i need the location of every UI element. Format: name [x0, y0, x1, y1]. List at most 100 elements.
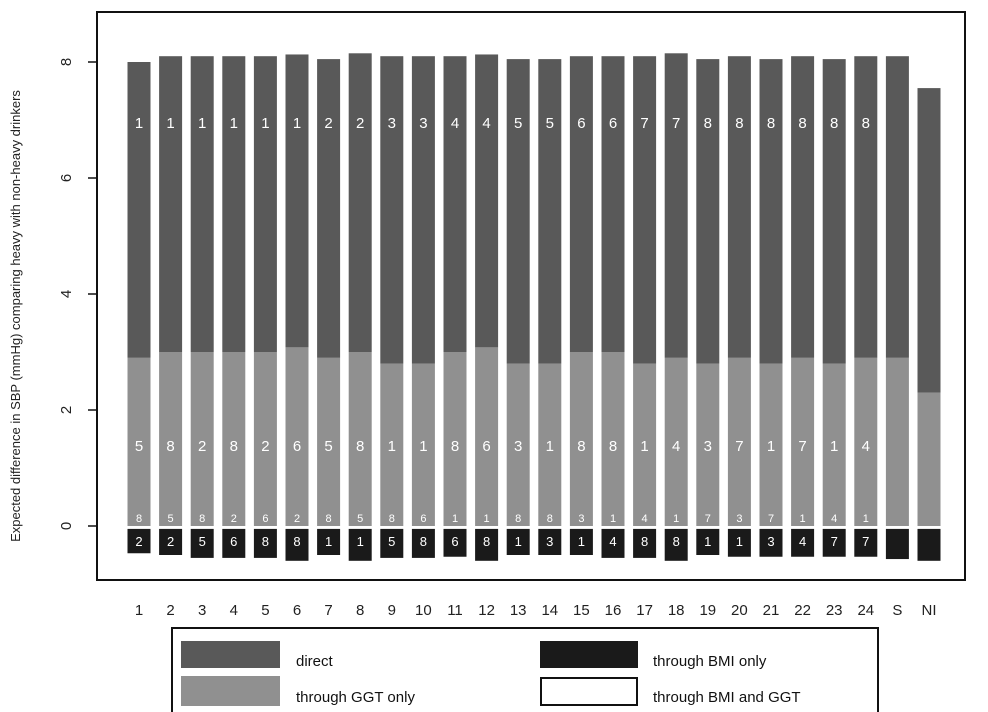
label-ggt-base-15: 3: [578, 513, 584, 525]
label-ggt-base-19: 7: [705, 513, 711, 525]
label-ggt-base-6: 2: [294, 513, 300, 525]
label-ggt-2: 8: [166, 438, 174, 455]
label-ggt-base-5: 6: [262, 513, 268, 525]
label-ggt-19: 3: [704, 438, 712, 455]
bar-segment-bmi-ggt-3: [190, 526, 214, 529]
label-bmi-6: 8: [293, 534, 300, 549]
label-ggt-9: 1: [388, 438, 396, 455]
label-direct-18: 7: [672, 115, 680, 132]
label-direct-13: 5: [514, 115, 522, 132]
y-axis-label: Expected difference in SBP (mmHg) compar…: [8, 90, 23, 542]
legend-label-direct: direct: [296, 653, 334, 670]
bar-segment-ggt-10: [411, 363, 435, 526]
bar-segment-bmi-ggt-NI: [917, 526, 941, 529]
label-direct-8: 2: [356, 115, 364, 132]
bar-segment-ggt-19: [696, 363, 720, 526]
legend-swatch-ggt-only: [181, 676, 280, 706]
label-direct-22: 8: [798, 115, 806, 132]
label-direct-12: 4: [482, 115, 490, 132]
bar-segment-ggt-11: [443, 352, 467, 526]
x-tick-label-14: 14: [541, 602, 558, 619]
label-ggt-base-21: 7: [768, 513, 774, 525]
bar-segment-bmi-ggt-S: [885, 526, 909, 529]
bar-segment-direct-9: [380, 56, 404, 364]
label-ggt-15: 8: [577, 438, 585, 455]
x-tick-label-22: 22: [794, 602, 811, 619]
y-axis: 0 2 4 6 8: [58, 58, 97, 530]
bar-segment-ggt-4: [222, 352, 246, 526]
label-bmi-8: 1: [357, 534, 364, 549]
label-ggt-base-10: 6: [420, 513, 426, 525]
bar-segment-bmi-1: [127, 528, 151, 554]
bar-segment-bmi-20: [727, 528, 751, 557]
bar-segment-bmi-22: [791, 528, 815, 557]
label-ggt-base-23: 4: [831, 513, 837, 525]
bar-segment-bmi-2: [159, 528, 183, 555]
bar-segment-bmi-12: [475, 528, 499, 561]
bar-segment-ggt-2: [159, 352, 183, 526]
bar-segment-ggt-NI: [917, 392, 941, 526]
label-bmi-3: 5: [199, 534, 206, 549]
legend-frame: [171, 627, 879, 712]
label-ggt-17: 1: [640, 438, 648, 455]
bar-segment-bmi-ggt-1: [127, 526, 151, 529]
bar-segment-bmi-ggt-6: [285, 526, 309, 529]
bar-segment-ggt-23: [822, 363, 846, 526]
bar-segment-ggt-13: [506, 363, 530, 526]
bar-segment-direct-15: [569, 56, 593, 352]
bar-segment-ggt-3: [190, 352, 214, 526]
label-bmi-17: 8: [641, 534, 648, 549]
bar-segment-bmi-13: [506, 528, 530, 555]
x-tick-label-NI: NI: [922, 602, 937, 619]
bar-segment-bmi-ggt-16: [601, 526, 625, 529]
x-tick-label-24: 24: [857, 602, 874, 619]
bar-segment-ggt-16: [601, 352, 625, 526]
y-tick-label-0: 0: [58, 522, 75, 530]
label-ggt-16: 8: [609, 438, 617, 455]
label-bmi-19: 1: [704, 534, 711, 549]
label-direct-23: 8: [830, 115, 838, 132]
bar-segment-bmi-ggt-4: [222, 526, 246, 529]
bar-segment-ggt-21: [759, 363, 783, 526]
bar-segment-bmi-24: [854, 528, 878, 557]
bar-segment-ggt-15: [569, 352, 593, 526]
label-ggt-base-12: 1: [484, 513, 490, 525]
bar-segment-bmi-10: [411, 528, 435, 558]
legend-label-ggt-only: through GGT only: [296, 689, 415, 706]
label-ggt-1: 5: [135, 438, 143, 455]
bar-segment-ggt-17: [633, 363, 657, 526]
x-tick-label-7: 7: [324, 602, 332, 619]
x-tick-label-19: 19: [699, 602, 716, 619]
bar-segment-bmi-ggt-7: [317, 526, 341, 529]
bar-segment-direct-S: [885, 56, 909, 358]
bars-layer: [127, 53, 941, 561]
label-ggt-20: 7: [735, 438, 743, 455]
label-ggt-23: 1: [830, 438, 838, 455]
bar-segment-direct-21: [759, 59, 783, 364]
x-tick-label-S: S: [892, 602, 902, 619]
label-direct-17: 7: [640, 115, 648, 132]
segment-labels-layer: 1 5 8 2 1 8 5 2 1 2 8 5 1 8 2 6 1 2 6 8 1 6 2 8 2 5 8 1 2 8 5 1 3 1 8 5 3 1 6 8…: [135, 115, 870, 549]
bar-segment-direct-10: [411, 56, 435, 364]
x-tick-label-21: 21: [763, 602, 780, 619]
bar-segment-direct-2: [159, 56, 183, 352]
label-ggt-5: 2: [261, 438, 269, 455]
bar-segment-bmi-16: [601, 528, 625, 558]
bar-segment-direct-13: [506, 59, 530, 364]
bar-segment-bmi-ggt-9: [380, 526, 404, 529]
x-tick-label-9: 9: [388, 602, 396, 619]
label-ggt-11: 8: [451, 438, 459, 455]
legend-swatch-direct: [181, 641, 280, 668]
bar-segment-ggt-24: [854, 357, 878, 526]
label-bmi-11: 6: [451, 534, 458, 549]
bar-segment-direct-5: [253, 56, 277, 352]
bar-segment-ggt-22: [791, 357, 815, 526]
label-direct-4: 1: [230, 115, 238, 132]
bar-segment-bmi-ggt-20: [727, 526, 751, 529]
bar-segment-bmi-ggt-22: [791, 526, 815, 529]
label-ggt-base-13: 8: [515, 513, 521, 525]
bar-segment-ggt-5: [253, 352, 277, 526]
legend-swatch-bmi-and-ggt: [540, 677, 638, 706]
label-ggt-24: 4: [862, 438, 870, 455]
bar-segment-ggt-S: [885, 357, 909, 526]
